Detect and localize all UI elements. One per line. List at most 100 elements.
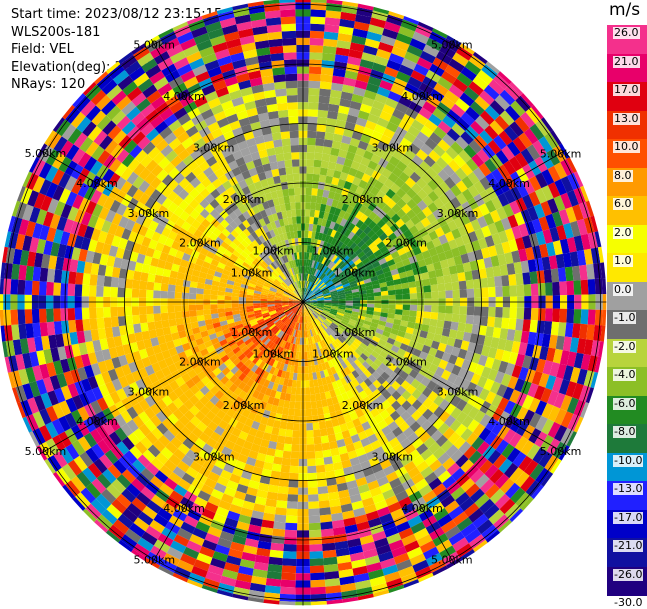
ppi-gate — [323, 46, 337, 54]
ppi-gate — [595, 310, 603, 326]
ppi-gate — [319, 500, 330, 508]
ppi-gate — [488, 287, 496, 297]
ppi-gate — [140, 323, 148, 332]
ppi-gate — [306, 195, 312, 202]
ppi-gate — [270, 543, 284, 551]
ppi-gate — [396, 294, 403, 299]
ppi-gate — [297, 366, 301, 373]
ppi-gate — [280, 587, 296, 595]
ppi-gate — [3, 310, 11, 326]
ppi-gate — [306, 166, 313, 174]
ppi-gate — [293, 423, 300, 431]
ppi-gate — [537, 270, 545, 283]
ppi-gate — [388, 304, 395, 309]
ppi-gate — [203, 304, 210, 309]
ppi-gate — [306, 174, 313, 182]
ppi-gate — [125, 288, 133, 298]
ppi-gate — [306, 181, 313, 188]
ppi-gate — [474, 288, 482, 298]
ppi-gate — [307, 159, 315, 167]
ppi-gate — [196, 305, 203, 311]
ppi-gate — [39, 281, 47, 295]
ppi-gate — [232, 304, 239, 308]
ppi-gate — [509, 307, 517, 318]
ppi-gate — [285, 429, 293, 437]
ppi-gate — [306, 402, 312, 409]
ppi-gate — [267, 571, 282, 580]
ppi-gate — [175, 285, 183, 292]
ppi-gate — [47, 268, 55, 282]
ppi-gate — [167, 305, 175, 312]
ppi-gate — [282, 558, 296, 566]
ppi-gate — [566, 281, 574, 295]
ppi-gate — [308, 102, 319, 110]
ppi-gate — [82, 308, 90, 320]
ppi-gate — [579, 324, 588, 340]
ppi-gate — [281, 414, 288, 422]
ppi-gate — [310, 551, 324, 559]
ppi-gate — [409, 287, 417, 294]
ppi-gate — [291, 452, 299, 460]
ppi-gate — [125, 279, 133, 289]
ppi-gate — [314, 153, 322, 161]
ppi-gate — [310, 24, 325, 32]
ppi-gate — [176, 318, 184, 326]
ppi-gate — [306, 416, 313, 423]
ppi-gate — [466, 315, 474, 325]
ppi-gate — [103, 286, 111, 297]
ppi-gate — [319, 175, 327, 183]
ppi-gate — [295, 402, 301, 409]
ppi-gate — [579, 265, 588, 281]
ppi-gate — [538, 283, 546, 296]
ppi-gate — [40, 268, 49, 282]
ppi-gate — [203, 289, 211, 295]
ppi-gate — [423, 312, 431, 319]
ppi-gate — [309, 537, 322, 545]
ppi-gate — [97, 318, 105, 329]
ppi-gate — [239, 304, 246, 308]
ppi-gate — [25, 280, 33, 295]
ppi-gate — [203, 294, 210, 299]
ppi-gate — [33, 323, 42, 338]
ppi-gate — [133, 323, 141, 333]
ppi-gate — [307, 145, 315, 153]
ppi-gate — [307, 444, 315, 452]
ppi-gate — [409, 310, 417, 317]
ppi-gate — [316, 124, 326, 132]
ppi-gate — [308, 508, 319, 516]
ppi-gate — [574, 309, 582, 324]
ppi-gate — [285, 523, 297, 531]
ppi-gate — [544, 321, 552, 335]
ppi-gate — [298, 359, 302, 366]
ppi-gate — [396, 304, 403, 309]
ppi-gate — [508, 274, 516, 286]
ppi-gate — [415, 280, 423, 287]
ppi-gate — [266, 578, 282, 587]
ppi-gate — [310, 31, 324, 39]
ppi-gate — [217, 295, 224, 300]
ppi-gate — [319, 89, 331, 97]
ppi-gate — [324, 24, 339, 33]
ppi-gate — [410, 305, 417, 311]
ppi-gate — [309, 67, 322, 75]
ppi-gate — [53, 308, 61, 321]
ppi-gate — [103, 307, 111, 318]
ppi-gate — [75, 272, 83, 284]
ppi-gate — [310, 45, 324, 53]
ppi-gate — [203, 309, 211, 315]
ppi-gate — [75, 308, 83, 320]
ppi-gate — [297, 373, 301, 380]
ppi-gate — [508, 318, 516, 330]
ppi-gate — [320, 428, 328, 436]
ppi-gate — [572, 266, 581, 281]
ppi-gate — [168, 312, 176, 320]
ppi-gate — [211, 290, 219, 295]
ppi-gate — [286, 516, 298, 524]
ppi-gate — [581, 280, 589, 295]
ppi-gate — [466, 280, 474, 290]
ppi-gate — [308, 487, 318, 495]
ppi-gate — [325, 578, 341, 587]
ppi-gate — [287, 494, 298, 502]
ppi-gate — [290, 394, 296, 402]
ppi-gate — [321, 435, 329, 443]
